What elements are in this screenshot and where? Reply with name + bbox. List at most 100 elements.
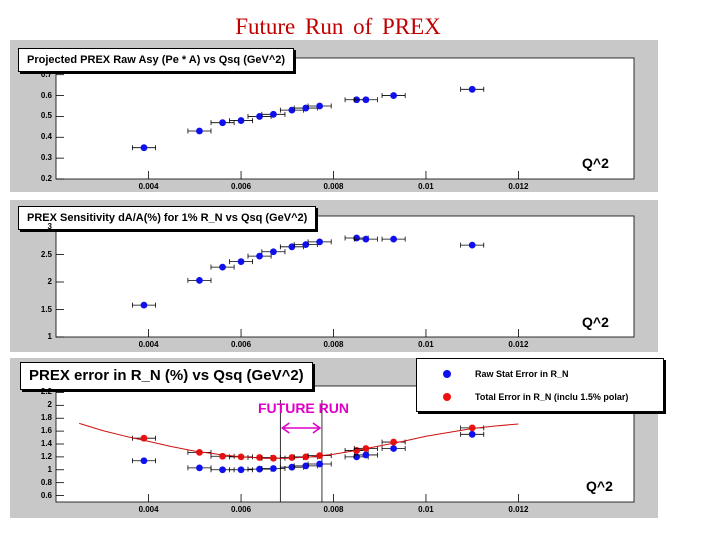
y-tick-label: 0.6 [40,490,52,500]
x-axis-label: Q^2 [582,314,609,330]
x-tick-label: 0.012 [508,340,529,349]
x-tick-label: 0.004 [138,182,159,191]
future-run-label: FUTURE RUN [258,400,349,416]
legend-entry-raw-stat: Raw Stat Error in R_N [417,367,663,383]
y-tick-label: 0.3 [40,153,52,163]
data-point-red [196,448,203,456]
x-tick-label: 0.004 [138,340,159,349]
legend-marker-red [443,393,451,401]
y-tick-label: 0.6 [40,90,52,100]
data-point-blue [362,96,370,104]
data-point-blue [256,113,263,120]
y-tick-label: 0.8 [40,477,52,487]
data-point-blue [237,466,245,474]
x-tick-label: 0.004 [138,505,159,514]
data-point-blue [270,110,277,118]
x-tick-label: 0.01 [418,182,434,191]
data-point-blue [288,463,296,471]
data-point-blue [270,248,277,256]
data-point-blue [353,234,361,242]
legend-label: Raw Stat Error in R_N [475,369,569,379]
data-point-blue [270,465,277,472]
data-point-blue [390,235,398,243]
data-point-blue [362,235,370,243]
data-point-blue [256,252,263,260]
x-tick-label: 0.006 [231,505,252,514]
data-point-blue [219,263,226,271]
legend-entry-total: Total Error in R_N (inclu 1.5% polar) [417,390,663,406]
data-point-blue [390,92,398,99]
data-point-blue [302,462,310,470]
legend-label: Total Error in R_N (inclu 1.5% polar) [475,392,629,402]
y-tick-label: 1.8 [40,413,52,423]
x-tick-label: 0.008 [323,182,344,191]
chart-panel-sensitivity: PREX Sensitivity dA/A(%) for 1% R_N vs Q… [10,200,658,352]
y-tick-label: 2.5 [40,249,52,259]
x-tick-label: 0.012 [508,182,529,191]
data-point-blue [302,241,310,248]
data-point-blue [140,301,148,309]
chart-title: PREX Sensitivity dA/A(%) for 1% R_N vs Q… [18,206,317,230]
y-tick-label: 3 [47,222,52,231]
future-run-arrowhead-right [312,422,322,434]
data-point-blue [302,104,310,112]
fit-curve [79,422,519,459]
x-tick-label: 0.006 [231,340,252,349]
data-point-blue [256,465,263,473]
y-tick-label: 0.4 [40,132,52,142]
y-tick-label: 1.5 [40,304,52,314]
plot-frame [55,57,635,180]
data-point-red [390,438,398,446]
data-point-blue [390,445,398,452]
plot-frame [55,215,635,338]
page-title: Future Run of PREX [235,14,441,39]
data-point-blue [140,144,148,152]
data-point-blue [316,238,324,246]
data-point-blue [196,127,203,135]
data-point-blue [237,258,245,266]
future-run-arrowhead-left [280,422,290,434]
y-tick-label: 0.7 [40,69,52,79]
data-point-blue [316,460,324,468]
chart-raw-asy [55,57,635,180]
data-point-blue [219,466,226,474]
x-axis-label: Q^2 [586,478,613,494]
data-point-blue [468,85,476,93]
data-point-red [219,452,226,460]
y-tick-label: 2.2 [40,387,52,397]
y-tick-label: 1.4 [40,439,52,448]
data-point-blue [288,243,296,251]
x-tick-label: 0.006 [231,182,252,191]
y-tick-label: 0.2 [40,174,52,183]
x-tick-label: 0.01 [418,505,434,514]
x-tick-label: 0.012 [508,505,529,514]
data-point-blue [468,241,476,249]
data-point-blue [219,119,226,127]
legend-marker-blue [443,370,451,378]
y-tick-label: 1 [47,464,52,474]
chart-title: PREX error in R_N (%) vs Qsq (GeV^2) [20,362,313,390]
y-tick-label: 1.6 [40,426,52,436]
y-tick-label: 1.2 [40,451,52,461]
chart-panel-raw-asy: Projected PREX Raw Asy (Pe * A) vs Qsq (… [10,40,658,192]
data-point-blue [468,430,476,438]
x-tick-label: 0.008 [323,340,344,349]
data-point-blue [288,106,296,114]
data-point-blue [362,451,370,459]
y-tick-label: 2 [47,400,52,410]
data-point-red [468,424,476,432]
y-tick-label: 0.5 [40,111,52,121]
data-point-blue [140,457,148,465]
chart-title: Projected PREX Raw Asy (Pe * A) vs Qsq (… [18,48,295,72]
y-tick-label: 2 [47,277,52,286]
data-point-blue [237,117,245,124]
x-tick-label: 0.01 [418,340,434,349]
legend: Raw Stat Error in R_N Total Error in R_N… [416,358,664,412]
chart-sensitivity [55,215,635,338]
data-point-blue [316,102,324,110]
x-tick-label: 0.008 [323,505,344,514]
data-point-blue [196,276,203,284]
x-axis-label: Q^2 [582,155,609,171]
y-tick-label: 1 [47,332,52,341]
data-point-blue [196,464,203,472]
